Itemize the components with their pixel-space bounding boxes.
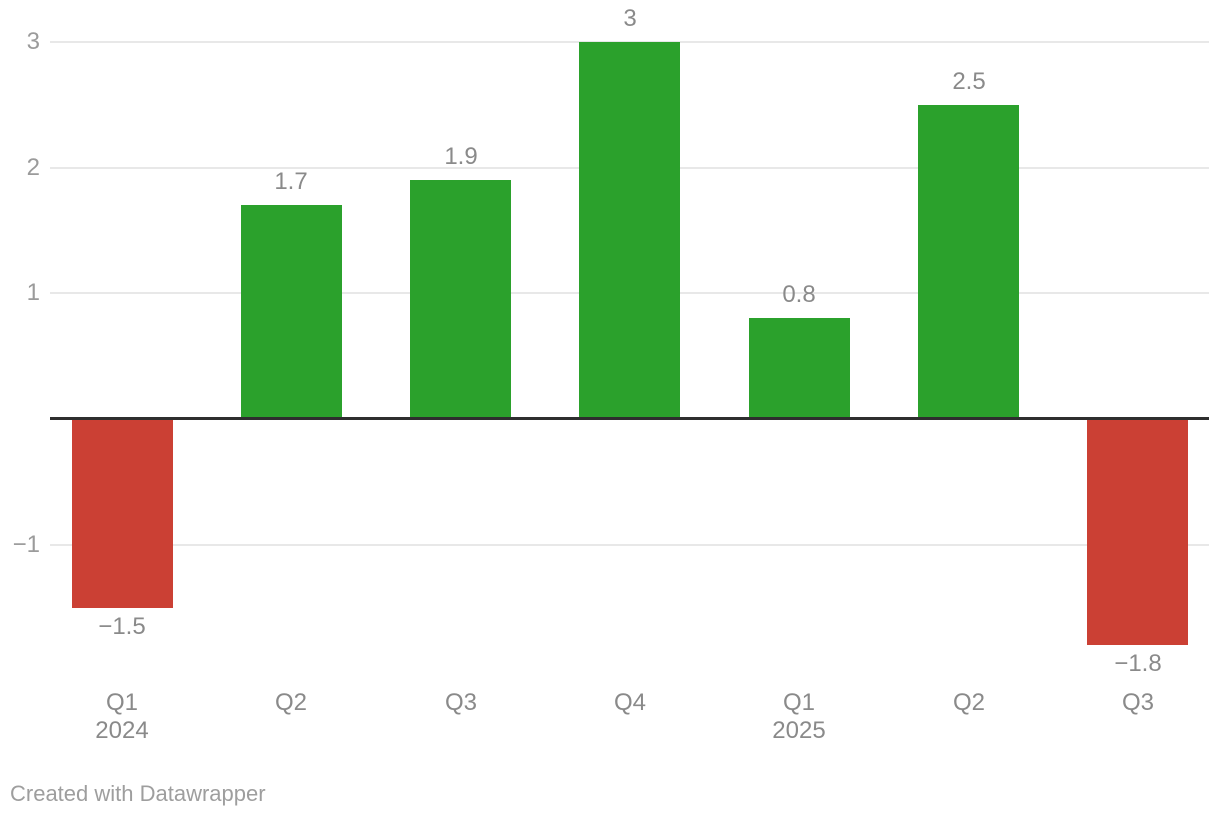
bar-value-label: −1.8 <box>1114 650 1162 677</box>
x-axis-category-label: Q2 <box>274 689 307 716</box>
y-axis-tick-label: 1 <box>26 279 40 306</box>
bar-value-label: 1.7 <box>274 168 308 195</box>
x-axis-category-label: Q2 <box>952 689 985 716</box>
x-axis-year-label: 2025 <box>772 717 826 744</box>
datawrapper-attribution-link[interactable]: Created with Datawrapper <box>10 781 266 806</box>
bar-q2 <box>918 105 1019 419</box>
bar-value-label: 1.9 <box>444 143 478 170</box>
x-axis-category-label: Q3 <box>444 689 477 716</box>
bar-value-label: −1.5 <box>98 613 146 640</box>
bar-q1-2024 <box>72 419 173 608</box>
x-axis-category-label: Q1 <box>782 689 815 716</box>
bar-value-label: 2.5 <box>952 68 986 95</box>
x-axis-category-label: Q1 <box>105 689 138 716</box>
y-axis-tick-label: 2 <box>26 154 40 181</box>
bar-q3 <box>1087 419 1188 645</box>
y-axis-tick-label: −1 <box>12 531 40 558</box>
bar-value-label: 3 <box>623 5 637 32</box>
bar-value-label: 0.8 <box>782 281 816 308</box>
bar-q3 <box>410 180 511 419</box>
x-axis-category-label: Q3 <box>1121 689 1154 716</box>
gridline-y--1 <box>50 544 1209 546</box>
y-axis-tick-label: 3 <box>26 28 40 55</box>
x-axis-category-label: Q4 <box>613 689 646 716</box>
x-axis-year-label: 2024 <box>95 717 149 744</box>
bar-q4 <box>579 42 680 419</box>
bar-q2 <box>241 205 342 419</box>
bar-q1-2025 <box>749 318 850 419</box>
zero-baseline <box>50 417 1209 420</box>
